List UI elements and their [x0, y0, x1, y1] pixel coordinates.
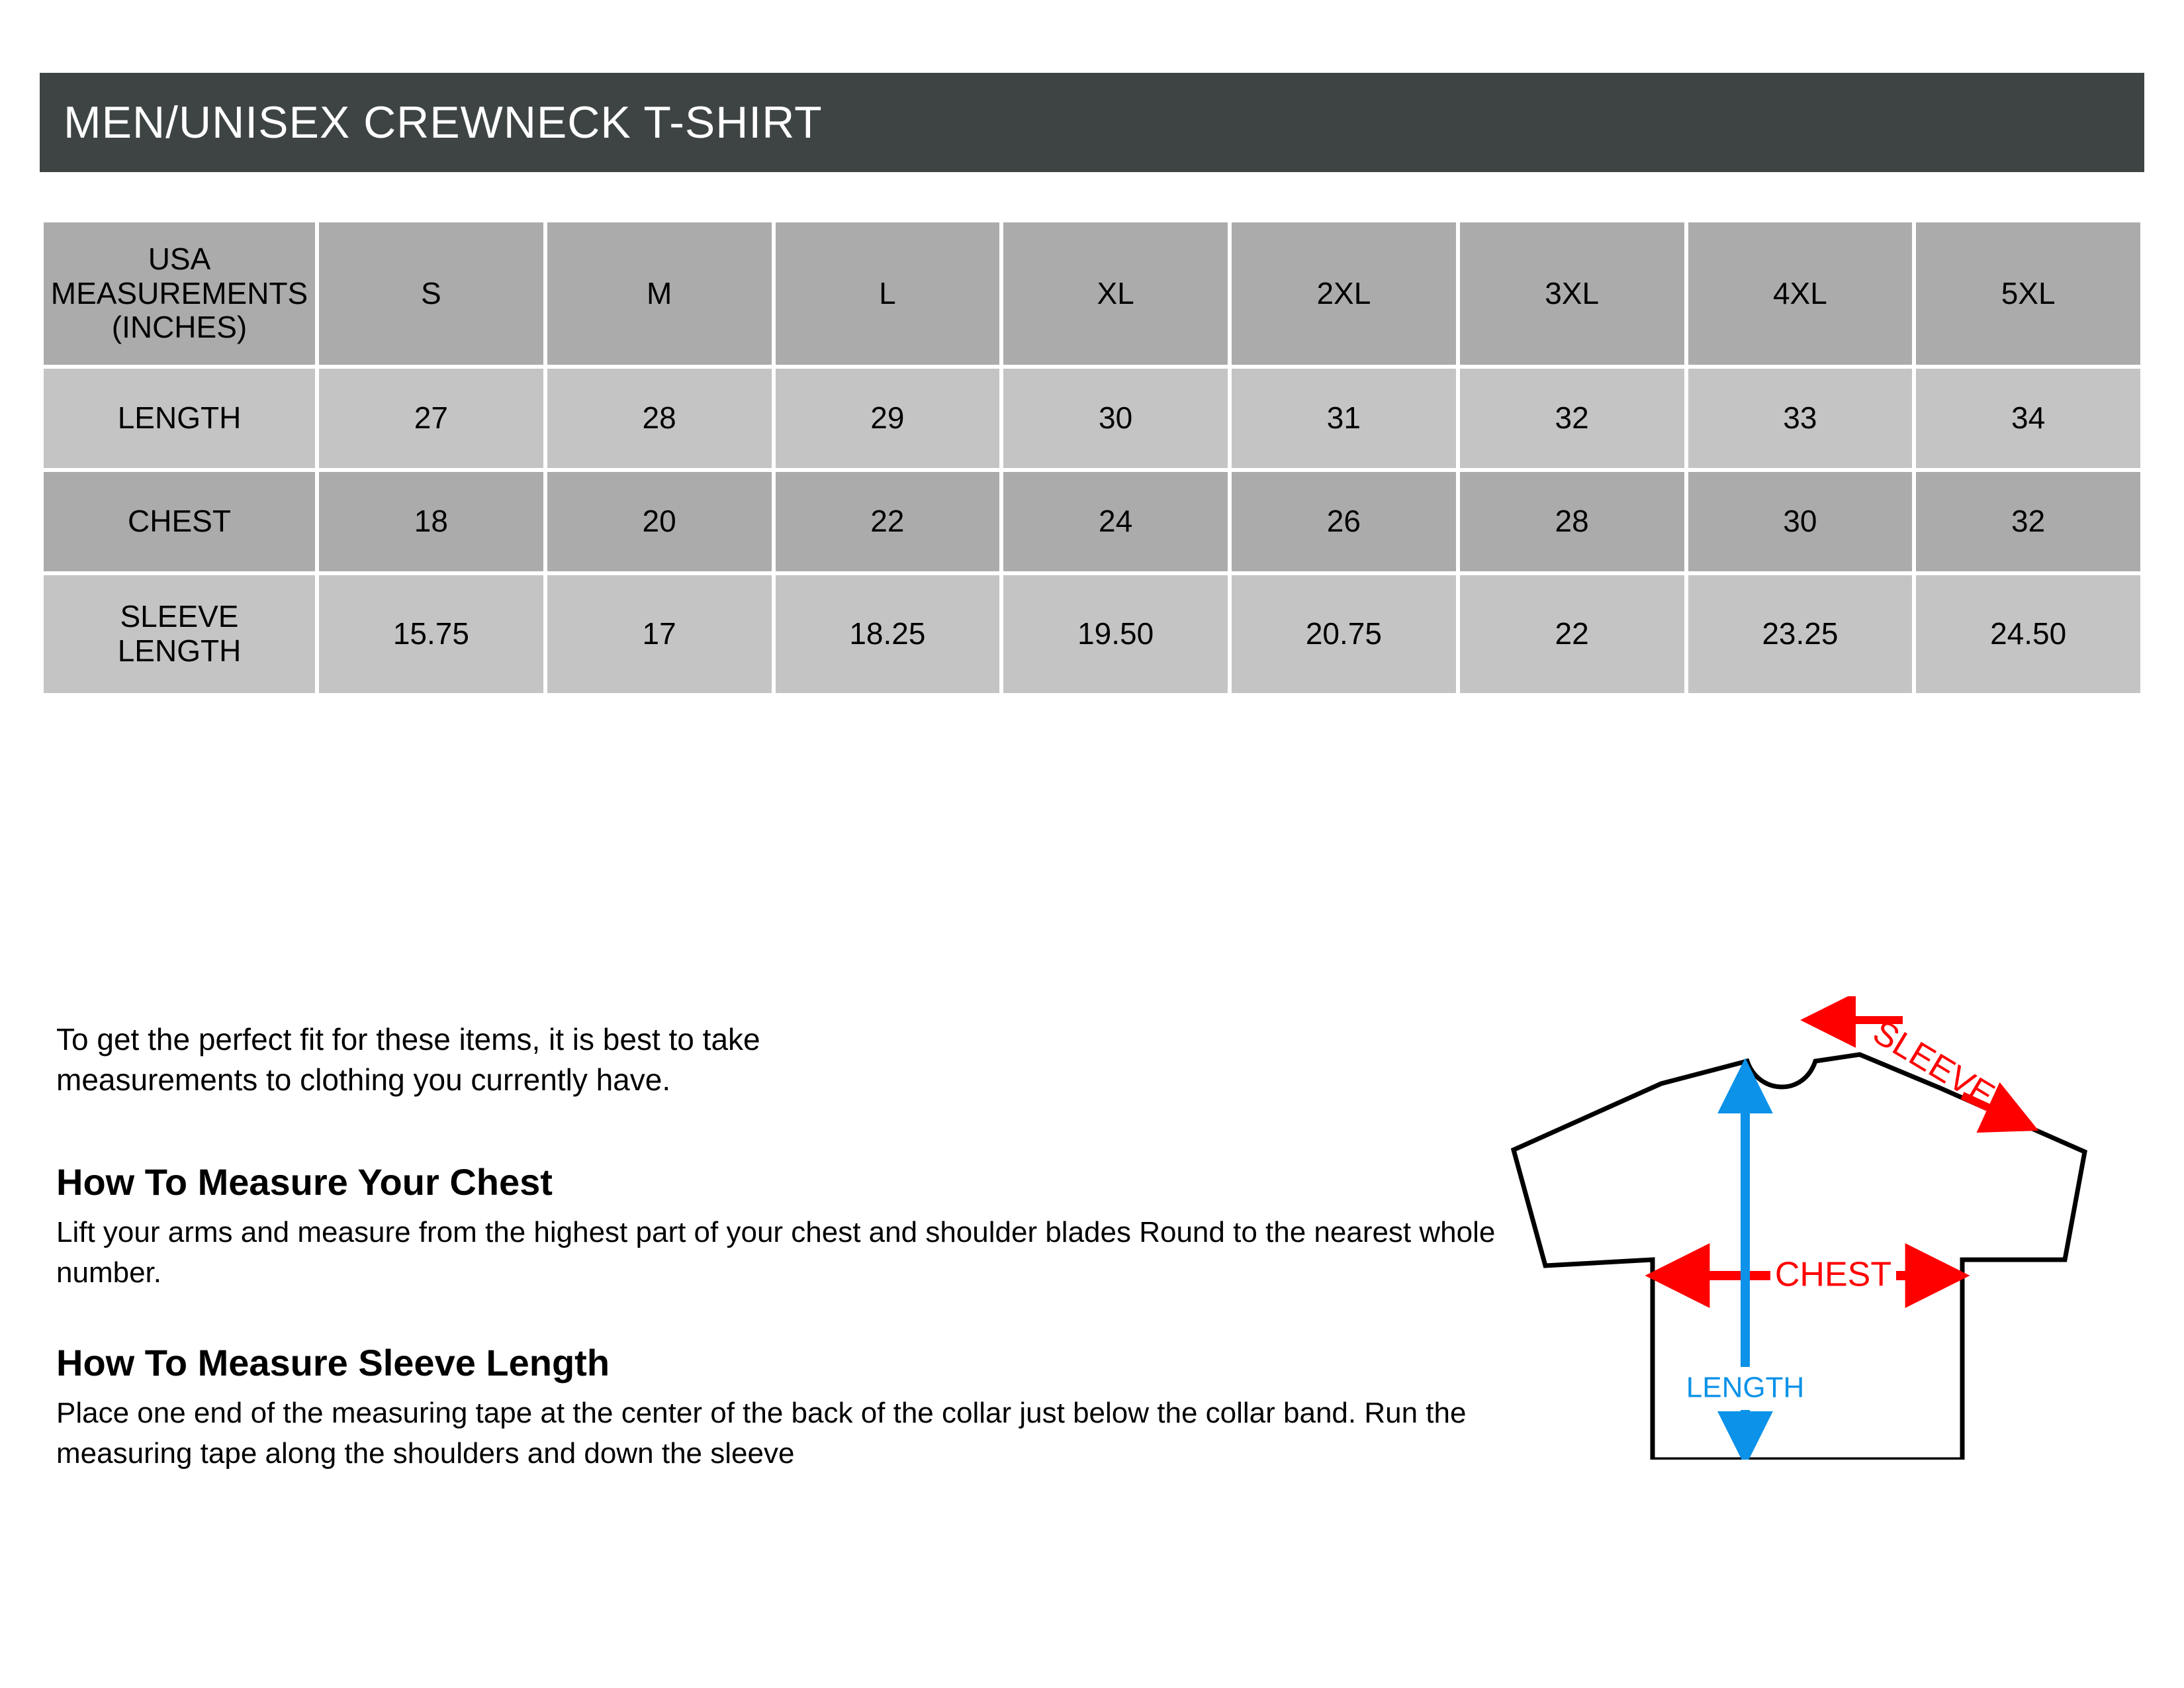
how-to-measure-chest-body: Lift your arms and measure from the high…: [56, 1216, 1496, 1289]
sleeve-label-line-1: SLEEVE: [120, 599, 239, 634]
chest-value-3xl: 28: [1459, 472, 1684, 571]
chest-value-2xl: 26: [1232, 472, 1456, 571]
chest-value-xl: 24: [1003, 472, 1228, 571]
how-to-measure-sleeve-body: Place one end of the measuring tape at t…: [56, 1396, 1467, 1470]
sleeve-value-m: 17: [547, 575, 772, 693]
sleeve-value-4xl: 23.25: [1688, 575, 1913, 693]
sleeve-value-xl: 19.50: [1003, 575, 1228, 693]
tshirt-measurement-diagram: SLEEVE CHEST LENGTH: [1499, 996, 2128, 1460]
corner-label-cell: USA MEASUREMENTS (INCHES): [44, 222, 315, 365]
chest-measure-label: CHEST: [1775, 1256, 1891, 1294]
row-label-chest: CHEST: [44, 472, 315, 571]
chest-value-4xl: 30: [1688, 472, 1913, 571]
length-value-4xl: 33: [1688, 369, 1913, 468]
table-row-chest: CHEST 18 20 22 24 26 28 30 32: [44, 472, 2140, 571]
chart-title-bar: MEN/UNISEX CREWNECK T-SHIRT: [40, 73, 2144, 172]
measuring-instructions: To get the perfect fit for these items, …: [56, 1019, 1499, 1474]
table-header-row: USA MEASUREMENTS (INCHES) S M L XL 2XL 3…: [44, 222, 2140, 365]
corner-label-line-2: MEASUREMENTS: [50, 275, 308, 310]
row-label-sleeve-length: SLEEVE LENGTH: [44, 575, 315, 693]
size-header-m: M: [547, 222, 772, 365]
length-value-m: 28: [547, 369, 772, 468]
length-value-3xl: 32: [1459, 369, 1684, 468]
size-header-3xl: 3XL: [1459, 222, 1684, 365]
sleeve-value-3xl: 22: [1459, 575, 1684, 693]
row-label-length: LENGTH: [44, 369, 315, 468]
sleeve-label-line-2: LENGTH: [117, 633, 242, 668]
sleeve-value-s: 15.75: [319, 575, 543, 693]
length-value-xl: 30: [1003, 369, 1228, 468]
size-header-5xl: 5XL: [1916, 222, 2140, 365]
corner-label-line-1: USA: [148, 242, 211, 277]
length-measure-label: LENGTH: [1686, 1372, 1804, 1404]
chest-value-m: 20: [547, 472, 772, 571]
size-header-4xl: 4XL: [1688, 222, 1913, 365]
sleeve-value-2xl: 20.75: [1232, 575, 1456, 693]
size-header-2xl: 2XL: [1232, 222, 1456, 365]
length-value-s: 27: [319, 369, 543, 468]
size-chart-table: USA MEASUREMENTS (INCHES) S M L XL 2XL 3…: [40, 218, 2144, 697]
length-value-5xl: 34: [1916, 369, 2140, 468]
length-value-l: 29: [775, 369, 1000, 468]
size-header-l: L: [775, 222, 1000, 365]
corner-label-line-3: (INCHES): [111, 310, 248, 345]
table-row-sleeve-length: SLEEVE LENGTH 15.75 17 18.25 19.50 20.75…: [44, 575, 2140, 693]
chest-value-l: 22: [775, 472, 1000, 571]
sleeve-value-5xl: 24.50: [1916, 575, 2140, 693]
sleeve-value-l: 18.25: [775, 575, 1000, 693]
chest-value-5xl: 32: [1916, 472, 2140, 571]
chest-value-s: 18: [319, 472, 543, 571]
table-row-length: LENGTH 27 28 29 30 31 32 33 34: [44, 369, 2140, 468]
length-value-2xl: 31: [1232, 369, 1456, 468]
sleeve-measure-arrow: [1800, 996, 2039, 1133]
intro-paragraph: To get the perfect fit for these items, …: [56, 1022, 760, 1097]
size-header-xl: XL: [1003, 222, 1228, 365]
size-header-s: S: [319, 222, 543, 365]
page-title: MEN/UNISEX CREWNECK T-SHIRT: [64, 97, 823, 148]
how-to-measure-chest-heading: How To Measure Your Chest: [56, 1161, 553, 1203]
how-to-measure-sleeve-heading: How To Measure Sleeve Length: [56, 1341, 610, 1383]
